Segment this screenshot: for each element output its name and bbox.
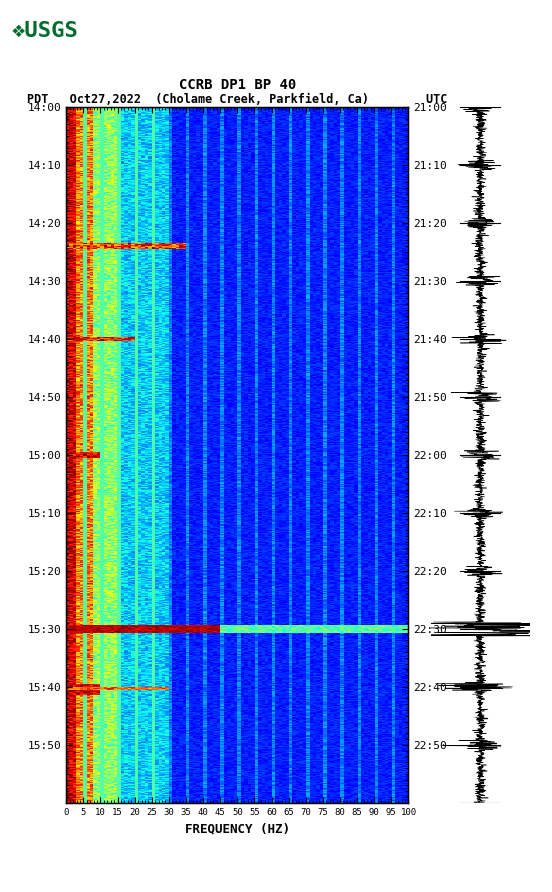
X-axis label: FREQUENCY (HZ): FREQUENCY (HZ): [185, 822, 290, 835]
Text: ❖USGS: ❖USGS: [11, 21, 78, 41]
Text: PDT   Oct27,2022  (Cholame Creek, Parkfield, Ca)        UTC: PDT Oct27,2022 (Cholame Creek, Parkfield…: [27, 94, 448, 106]
Text: CCRB DP1 BP 40: CCRB DP1 BP 40: [179, 78, 296, 92]
